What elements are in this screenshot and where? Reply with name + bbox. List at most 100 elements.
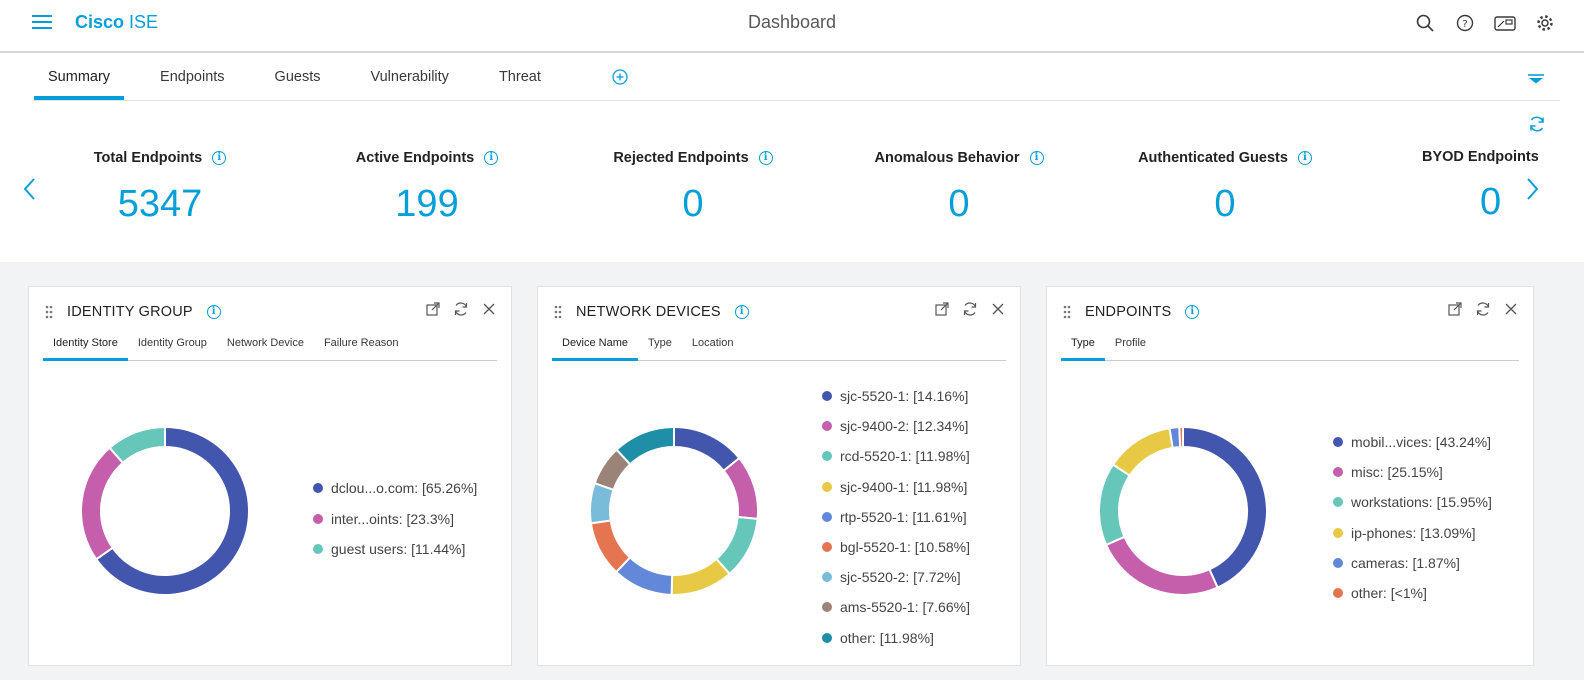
notifications-icon[interactable] — [1494, 12, 1516, 34]
menu-icon[interactable] — [32, 15, 52, 31]
legend-item[interactable]: rtp-5520-1: [11.61%] — [822, 502, 970, 532]
dashlet-title: IDENTITY GROUP — [67, 304, 193, 320]
info-icon[interactable]: i — [212, 151, 227, 165]
search-icon[interactable] — [1414, 12, 1436, 34]
legend-item[interactable]: sjc-5520-1: [14.16%] — [822, 381, 970, 411]
tab-location[interactable]: Location — [691, 337, 734, 349]
legend-item[interactable]: bgl-5520-1: [10.58%] — [822, 532, 970, 562]
tab-profile[interactable]: Profile — [1114, 337, 1147, 349]
legend-label: dclou...o.com: [65.26%] — [331, 480, 478, 497]
network-devices-dashlet: NETWORK DEVICES i Device Name Type Locati… — [537, 286, 1021, 666]
help-icon[interactable]: ? — [1454, 12, 1476, 34]
donut-slice[interactable] — [673, 425, 741, 473]
legend-label: ams-5520-1: [7.66%] — [840, 599, 970, 616]
tab-device-name[interactable]: Device Name — [552, 335, 639, 361]
metric-anomalous-behavior[interactable]: Anomalous Behavior i 0 — [829, 149, 1089, 226]
metric-rejected-endpoints[interactable]: Rejected Endpoints i 0 — [563, 149, 823, 226]
refresh-icon[interactable] — [962, 301, 978, 317]
donut-slice[interactable] — [722, 456, 759, 520]
dashlet-tabs: Identity Store Identity Group Network De… — [43, 335, 497, 361]
tab-identity-store[interactable]: Identity Store — [43, 335, 128, 361]
legend-item[interactable]: other: [11.98%] — [822, 623, 970, 653]
open-external-icon[interactable] — [1447, 301, 1463, 317]
identity-group-dashlet: IDENTITY GROUP i Identity Store Identity … — [28, 286, 512, 666]
donut-slice[interactable] — [1111, 426, 1174, 477]
metric-active-endpoints[interactable]: Active Endpoints i 199 — [297, 149, 557, 226]
legend-item[interactable]: ip-phones: [13.09%] — [1333, 518, 1492, 548]
tab-endpoints[interactable]: Endpoints — [160, 69, 225, 85]
legend-swatch — [822, 481, 832, 492]
donut-slice[interactable] — [1098, 463, 1132, 547]
info-icon[interactable]: i — [1297, 151, 1312, 165]
add-tab-icon[interactable] — [612, 69, 628, 85]
info-icon[interactable]: i — [1185, 305, 1200, 319]
info-icon[interactable]: i — [734, 305, 749, 319]
tab-guests[interactable]: Guests — [274, 69, 321, 85]
legend-item[interactable]: sjc-5520-2: [7.72%] — [822, 562, 970, 592]
open-external-icon[interactable] — [425, 301, 441, 317]
donut-slice[interactable] — [670, 557, 732, 596]
donut-slice[interactable] — [615, 425, 675, 466]
legend-swatch — [313, 483, 323, 494]
legend-item[interactable]: sjc-9400-1: [11.98%] — [822, 472, 970, 502]
tab-summary[interactable]: Summary — [34, 53, 125, 100]
close-icon[interactable] — [990, 301, 1006, 317]
legend-item[interactable]: misc: [25.15%] — [1333, 457, 1492, 487]
tab-vulnerability[interactable]: Vulnerability — [370, 69, 449, 85]
drag-handle-icon[interactable] — [554, 305, 562, 319]
tab-threat[interactable]: Threat — [498, 69, 541, 85]
info-icon[interactable]: i — [1029, 151, 1044, 165]
drag-handle-icon[interactable] — [1063, 305, 1071, 319]
close-icon[interactable] — [1503, 301, 1519, 317]
legend-item[interactable]: ams-5520-1: [7.66%] — [822, 592, 970, 622]
donut-slice[interactable] — [1182, 425, 1268, 589]
close-icon[interactable] — [481, 301, 497, 317]
legend-swatch — [822, 542, 832, 553]
refresh-icon[interactable] — [1528, 115, 1546, 138]
legend-swatch — [822, 632, 832, 643]
donut-slice[interactable] — [80, 446, 125, 561]
dashlet-actions — [425, 301, 497, 317]
legend-label: bgl-5520-1: [10.58%] — [840, 539, 970, 556]
legend-item[interactable]: mobil...vices: [43.24%] — [1333, 427, 1492, 457]
tab-type[interactable]: Type — [1061, 335, 1105, 361]
donut-slice[interactable] — [1178, 425, 1184, 449]
donut-slice[interactable] — [108, 425, 166, 465]
filter-icon[interactable] — [1528, 71, 1544, 89]
legend-item[interactable]: sjc-9400-2: [12.34%] — [822, 411, 970, 441]
legend-item[interactable]: guest users: [11.44%] — [313, 534, 477, 564]
refresh-icon[interactable] — [1475, 301, 1491, 317]
legend-label: inter...oints: [23.3%] — [331, 510, 454, 527]
open-external-icon[interactable] — [934, 301, 950, 317]
info-icon[interactable]: i — [758, 151, 773, 165]
endpoints-donut-chart — [1098, 425, 1268, 596]
tab-type[interactable]: Type — [648, 337, 672, 349]
chevron-left-icon[interactable] — [22, 177, 40, 201]
legend-item[interactable]: dclou...o.com: [65.26%] — [313, 473, 477, 503]
donut-slice[interactable] — [1104, 535, 1219, 596]
refresh-icon[interactable] — [453, 301, 469, 317]
tab-failure-reason[interactable]: Failure Reason — [323, 337, 399, 349]
legend-item[interactable]: cameras: [1.87%] — [1333, 548, 1492, 578]
legend-item[interactable]: other: [<1%] — [1333, 578, 1492, 608]
legend-label: sjc-5520-2: [7.72%] — [840, 569, 961, 586]
gear-icon[interactable] — [1534, 12, 1556, 34]
metric-total-endpoints[interactable]: Total Endpoints i 5347 — [30, 149, 290, 226]
tab-network-device[interactable]: Network Device — [226, 337, 304, 349]
metric-byod-endpoints[interactable]: BYOD Endpoints 0 — [1362, 149, 1538, 224]
metric-authenticated-guests[interactable]: Authenticated Guests i 0 — [1095, 149, 1355, 226]
tab-identity-group[interactable]: Identity Group — [137, 337, 207, 349]
brand-logo[interactable]: Cisco ISE — [75, 12, 159, 32]
legend-item[interactable]: rcd-5520-1: [11.98%] — [822, 441, 970, 471]
drag-handle-icon[interactable] — [45, 305, 53, 319]
legend-label: guest users: [11.44%] — [331, 540, 466, 557]
chevron-right-icon[interactable] — [1524, 177, 1542, 201]
legend-item[interactable]: workstations: [15.95%] — [1333, 487, 1492, 517]
info-icon[interactable]: i — [206, 305, 221, 319]
page-title: Dashboard — [747, 12, 837, 32]
legend-item[interactable]: inter...oints: [23.3%] — [313, 503, 477, 533]
donut-slice[interactable] — [94, 425, 250, 596]
legend-swatch — [1333, 557, 1343, 568]
donut-slice[interactable] — [589, 519, 632, 574]
info-icon[interactable]: i — [484, 151, 499, 165]
